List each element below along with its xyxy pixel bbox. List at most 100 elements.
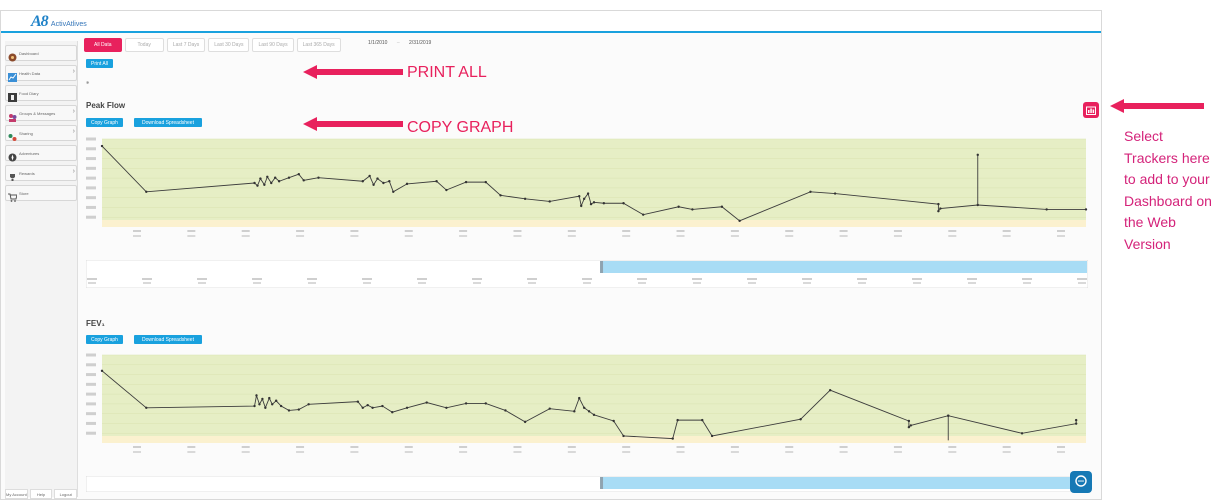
navigator-tick-label [142, 278, 152, 280]
y-tick-label [86, 412, 96, 416]
sidebar-item-sharing[interactable]: Sharing › [5, 125, 77, 141]
data-point [580, 204, 583, 208]
x-tick-label [622, 451, 631, 453]
data-point [907, 425, 911, 429]
date-from[interactable]: 1/1/2010 [368, 40, 388, 46]
share-icon [8, 129, 17, 141]
sidebar-item-health-data[interactable]: Health Data › [5, 65, 77, 82]
data-point [909, 424, 913, 427]
data-point [592, 201, 596, 204]
data-point [523, 197, 527, 201]
fev1-download-button[interactable]: Download Spreadsheet [134, 335, 202, 344]
x-tick-label [839, 451, 848, 453]
sidebar-item-groups-messages[interactable]: Groups & Messages › [5, 105, 77, 122]
help-button[interactable]: Help [29, 489, 53, 499]
y-tick-label [86, 157, 96, 161]
x-tick-label [676, 451, 685, 453]
logo-wordmark: ActivAtlives [50, 21, 87, 28]
navigator-tick-label [472, 278, 482, 280]
app-logo[interactable]: A8 ActivAtlives [31, 13, 87, 31]
sidebar: Dashboard Health Data › Food Diary Group… [5, 41, 78, 497]
data-point [361, 406, 364, 409]
data-point [701, 418, 704, 422]
peak-flow-navigator[interactable] [86, 260, 1088, 288]
navigator-tick-label [1077, 278, 1087, 280]
trophy-icon [8, 169, 17, 181]
peak-flow-copy-graph-button[interactable]: Copy Graph [86, 118, 123, 127]
data-point [833, 192, 837, 195]
data-point [371, 406, 374, 409]
navigator-selection [602, 261, 1087, 273]
sidebar-item-dashboard[interactable]: Dashboard [5, 45, 77, 61]
dashboard-icon [8, 49, 17, 61]
y-tick-label [86, 373, 96, 377]
data-point [947, 414, 950, 417]
y-tick-label [86, 353, 96, 357]
data-point [261, 397, 264, 401]
data-point [100, 369, 104, 373]
print-all-button[interactable]: Print All [86, 59, 113, 68]
date-to[interactable]: 2/31/2019 [409, 40, 432, 46]
data-point [1084, 208, 1088, 211]
data-point [691, 208, 694, 211]
x-tick-label [948, 446, 957, 448]
fev1-copy-graph-button[interactable]: Copy Graph [86, 335, 123, 344]
tab-all-data[interactable]: All Data [84, 38, 122, 52]
tab-last-90-days[interactable]: Last 90 Days [252, 38, 294, 52]
data-point [279, 404, 283, 408]
fev1-chart[interactable] [82, 353, 1088, 461]
data-point [273, 176, 277, 179]
peak-flow-download-button[interactable]: Download Spreadsheet [134, 118, 202, 127]
fev1-navigator[interactable] [86, 476, 1088, 492]
sidebar-item-label: Food Diary [19, 90, 39, 96]
data-point [145, 190, 148, 193]
chat-button[interactable] [1070, 471, 1092, 493]
x-tick-label [893, 446, 902, 448]
peak-flow-chart[interactable] [82, 137, 1088, 245]
logout-button[interactable]: Logout [54, 489, 78, 499]
x-tick-label [241, 230, 250, 232]
x-tick-label [459, 451, 468, 453]
tab-last-7-days[interactable]: Last 7 Days [166, 38, 206, 52]
navigator-handle [600, 477, 604, 489]
navigator-tick-label [87, 278, 97, 280]
x-tick-label [513, 235, 522, 237]
x-tick-label [404, 451, 413, 453]
navigator-tick-label [858, 282, 866, 284]
sidebar-item-store[interactable]: Store [5, 185, 77, 202]
navigator-tick-label [583, 282, 591, 284]
x-tick-label [893, 451, 902, 453]
tab-last-365-days[interactable]: Last 365 Days [296, 38, 341, 52]
x-tick-label [622, 446, 631, 448]
data-point [263, 183, 266, 186]
sidebar-item-food-diary[interactable]: Food Diary [5, 85, 77, 102]
plot-area [102, 139, 1086, 227]
x-tick-label [296, 235, 305, 237]
navigator-handle [600, 261, 604, 273]
data-point [253, 404, 256, 408]
data-point [145, 406, 148, 409]
data-point [504, 409, 507, 412]
data-point [392, 190, 395, 193]
tab-last-30-days[interactable]: Last 30 Days [208, 38, 250, 52]
plot-area [102, 355, 1086, 443]
data-point [376, 177, 379, 180]
chevron-right-icon: › [72, 108, 75, 115]
unlock-hint-icon: ✱ [86, 80, 90, 85]
x-tick-label [187, 446, 196, 448]
navigator-tick-label [857, 278, 867, 280]
tab-today[interactable]: Today [124, 38, 164, 52]
select-trackers-button[interactable] [1083, 102, 1099, 118]
data-point [799, 418, 802, 421]
x-tick-label [567, 235, 576, 237]
navigator-tick-label [197, 278, 207, 280]
x-tick-label [350, 230, 359, 232]
my-account-button[interactable]: My Account [5, 489, 28, 499]
navigator-tick-label [1078, 282, 1086, 284]
sidebar-item-adventures[interactable]: Adventures [5, 145, 77, 161]
data-point [256, 184, 259, 187]
x-tick-label [459, 446, 468, 448]
data-point [937, 202, 940, 206]
chat-icon [1075, 475, 1087, 487]
sidebar-item-rewards[interactable]: Rewards › [5, 165, 77, 181]
